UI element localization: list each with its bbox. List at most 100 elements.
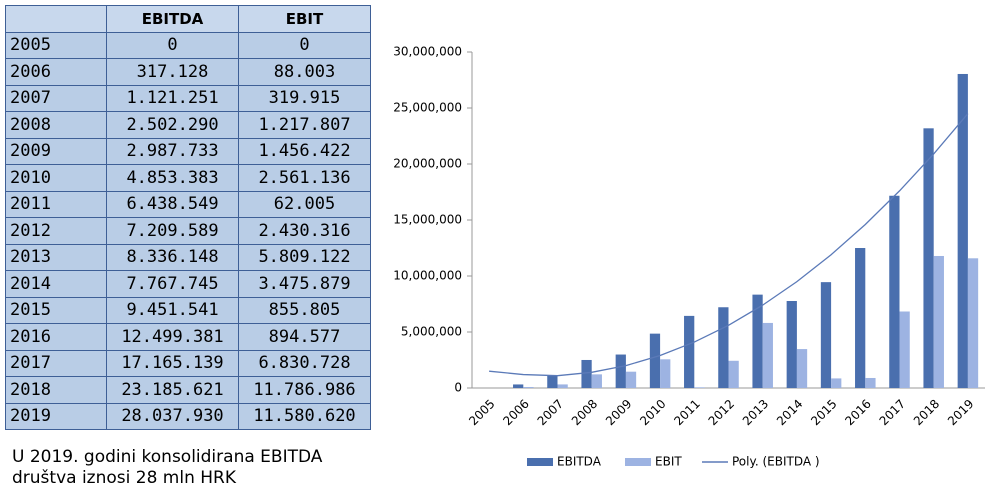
x-tick-label: 2014 [774,397,805,428]
bar [591,374,602,388]
table-cell: 11.786.986 [238,376,371,404]
table-cell: 2.987.733 [106,137,239,165]
legend-label: Poly. (EBITDA ) [732,455,820,469]
table-cell: 1.456.422 [238,137,371,165]
bar [762,322,773,388]
table-row: 2016 12.499.381 894.577 [5,323,371,351]
table-row: 2008 2.502.290 1.217.807 [5,111,371,139]
table-cell: 2.502.290 [106,111,239,139]
x-tick-label: 2015 [808,397,839,428]
bar [625,371,637,388]
trend-line [489,113,969,377]
table-cell: 62.005 [238,190,371,218]
bar [899,311,910,388]
table-row: 2006 317.128 88.003 [5,58,371,86]
legend-swatch [527,458,553,466]
table-cell: 2019 [5,402,107,430]
table-row: 2012 7.209.589 2.430.316 [5,217,371,245]
table-cell: 9.451.541 [106,296,239,324]
table-cell: 17.165.139 [106,349,239,377]
x-tick-label: 2005 [466,397,497,428]
x-tick-label: 2018 [911,397,942,428]
table-cell: 317.128 [106,58,239,86]
bar [557,384,568,388]
legend-label: EBIT [655,455,682,469]
data-table: EBITDA EBIT 2005 0 0 2006 317.128 88.003 2007 1.… [5,5,371,430]
y-tick-label: 30,000,000 [393,45,462,59]
table-cell: 2.430.316 [238,217,371,245]
table-cell: 7.209.589 [106,217,239,245]
table-cell: 4.853.383 [106,164,239,192]
bar [547,375,558,388]
table-cell: 2011 [5,190,107,218]
y-tick-label: 25,000,000 [393,101,462,115]
table-cell: 855.805 [238,296,371,324]
table-cell: 23.185.621 [106,376,239,404]
table-row: 2017 17.165.139 6.830.728 [5,349,371,377]
table-cell: 11.580.620 [238,402,371,430]
table-cell: 1.121.251 [106,84,239,112]
table-cell: 88.003 [238,58,371,86]
table-row: 2019 28.037.930 11.580.620 [5,402,371,430]
bar [855,248,866,388]
bar [957,73,968,388]
y-tick-label: 10,000,000 [393,269,462,283]
table-cell: 1.217.807 [238,111,371,139]
table-cell: 7.767.745 [106,270,239,298]
x-tick-label: 2019 [945,397,976,428]
x-tick-label: 2017 [877,397,908,428]
table-cell: 2017 [5,349,107,377]
table-row: 2011 6.438.549 62.005 [5,190,371,218]
x-tick-label: 2012 [706,397,737,428]
y-tick-label: 5,000,000 [401,325,462,339]
corner-cell [5,5,107,33]
x-tick-label: 2009 [603,397,634,428]
table-cell: 2018 [5,376,107,404]
table-row: 2018 23.185.621 11.786.986 [5,376,371,404]
bar [933,255,944,388]
bar [923,128,934,388]
bar [615,354,626,388]
x-tick-label: 2011 [671,397,702,428]
bar [581,359,592,388]
x-tick-label: 2008 [569,397,600,428]
table-row: 2005 0 0 [5,31,371,59]
legend-swatch [625,458,651,466]
table-cell: 2008 [5,111,107,139]
bar [523,387,534,388]
table-cell: 2006 [5,58,107,86]
table-cell: 2010 [5,164,107,192]
y-tick-label: 0 [454,381,462,395]
table-cell: 2014 [5,270,107,298]
table-cell: 2.561.136 [238,164,371,192]
x-tick-label: 2007 [535,397,566,428]
table-cell: 894.577 [238,323,371,351]
bar [660,359,671,388]
table-cell: 319.915 [238,84,371,112]
y-tick-label: 20,000,000 [393,157,462,171]
bar [831,378,842,388]
bar [728,360,739,388]
bar [718,307,729,388]
bar [820,282,832,388]
table-cell: EBIT [238,5,371,33]
table-row: 2013 8.336.148 5.809.122 [5,243,371,271]
table-row: 2009 2.987.733 1.456.422 [5,137,371,165]
bar [796,349,808,388]
x-tick-label: 2010 [637,397,668,428]
bar [865,377,876,388]
table-cell: 28.037.930 [106,402,239,430]
table-row: 2010 4.853.383 2.561.136 [5,164,371,192]
table-cell: 2007 [5,84,107,112]
bar [684,315,695,388]
table-cell: 2012 [5,217,107,245]
bar [967,258,979,388]
x-tick-label: 2013 [740,397,771,428]
bar [752,294,763,388]
caption: U 2019. godini konsolidirana EBITDA druš… [12,447,323,488]
table-row: 2015 9.451.541 855.805 [5,296,371,324]
bar [649,333,661,388]
table-cell: 6.438.549 [106,190,239,218]
